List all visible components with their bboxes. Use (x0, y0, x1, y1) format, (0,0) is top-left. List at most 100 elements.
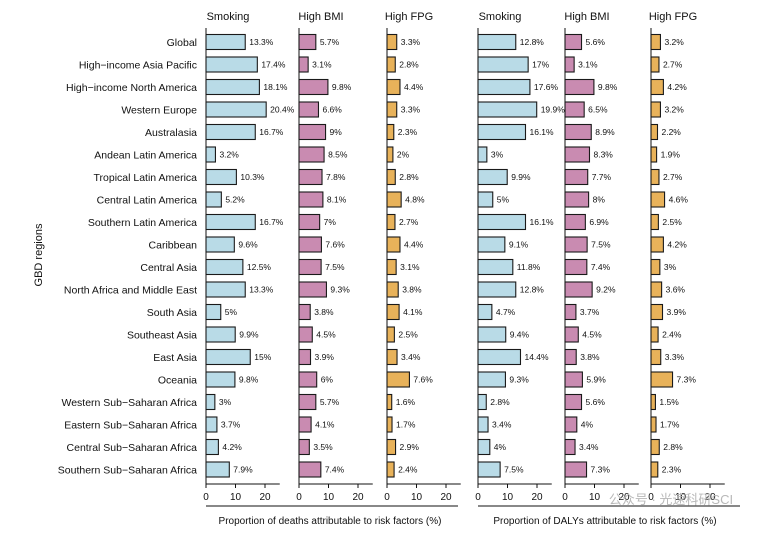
bar (386, 56, 396, 73)
bar (564, 56, 575, 73)
facet-header: Smoking (479, 11, 522, 23)
value-label: 4% (581, 420, 594, 430)
region-label: Southern Latin America (88, 217, 197, 229)
value-label: 3.5% (313, 442, 333, 452)
bar (298, 281, 327, 298)
bar (650, 303, 664, 321)
bar (386, 146, 394, 163)
bar (564, 281, 593, 298)
x-tick-label: 10 (502, 492, 514, 503)
bar (298, 213, 321, 231)
value-label: 9.9% (511, 172, 531, 182)
bar (298, 258, 322, 276)
bar (298, 33, 317, 51)
value-label: 3.3% (401, 37, 421, 47)
value-label: 4.5% (316, 330, 336, 340)
x-tick-label: 0 (384, 492, 390, 503)
bar (477, 371, 506, 388)
value-label: 5.2% (225, 195, 245, 205)
bar (477, 33, 517, 51)
bar (650, 146, 658, 163)
value-label: 9.8% (239, 375, 259, 385)
bar (477, 123, 527, 141)
value-label: 2.3% (662, 465, 682, 475)
bar (650, 416, 657, 433)
value-label: 3.1% (400, 262, 420, 272)
bar (205, 33, 246, 51)
bar (650, 348, 662, 366)
value-label: 8% (593, 195, 606, 205)
value-label: 15% (254, 352, 271, 362)
value-label: 4% (494, 442, 507, 452)
bar (205, 146, 216, 163)
bar (477, 393, 487, 411)
region-label: Andean Latin America (94, 150, 197, 162)
bar (386, 371, 410, 388)
value-label: 3.8% (402, 285, 422, 295)
bar (564, 393, 583, 411)
bar (205, 303, 222, 321)
value-label: 18.1% (263, 82, 288, 92)
value-label: 3% (219, 397, 232, 407)
bar (386, 461, 395, 478)
x-axis-title-deaths: Proportion of deaths attributable to ris… (219, 516, 442, 527)
bar (477, 326, 507, 343)
value-label: 1.9% (661, 150, 681, 160)
bar (205, 281, 246, 298)
bar (205, 461, 230, 478)
x-tick-label: 10 (230, 492, 242, 503)
value-label: 3.8% (580, 352, 600, 362)
value-label: 1.7% (660, 420, 680, 430)
x-tick-label: 10 (675, 492, 687, 503)
value-label: 1.7% (396, 420, 416, 430)
value-label: 7.5% (591, 240, 611, 250)
value-label: 9% (330, 127, 343, 137)
facet-high-bmi: High BMI 5.6% 3.1% 9.8% 6.5% 8.9% 8.3% 7.7% 8% 6.… (562, 11, 639, 503)
facet-header: Smoking (207, 11, 250, 23)
value-label: 3.3% (401, 105, 421, 115)
bar (650, 438, 660, 456)
bar (205, 123, 256, 141)
facet-header: High BMI (564, 11, 609, 23)
bar (386, 326, 395, 343)
value-label: 7.6% (413, 375, 433, 385)
value-label: 2.8% (490, 397, 510, 407)
value-label: 3.1% (312, 60, 332, 70)
value-label: 17.6% (534, 82, 559, 92)
bar (477, 416, 489, 433)
bar (564, 213, 586, 231)
value-label: 7.3% (591, 465, 611, 475)
value-label: 3.8% (314, 307, 334, 317)
value-label: 5.9% (586, 375, 606, 385)
value-label: 1.5% (659, 397, 679, 407)
x-tick-label: 20 (259, 492, 271, 503)
value-label: 7.6% (325, 240, 345, 250)
bar (386, 33, 398, 51)
region-label: Western Europe (121, 105, 197, 117)
region-label: South Asia (147, 307, 197, 319)
bar (298, 326, 313, 343)
bar (477, 438, 491, 456)
panel-layer: Smoking 13.3% 17.4% 18.1% 20.4% 16.7% 3.2% 10.3… (203, 11, 740, 507)
region-label: Tropical Latin America (94, 172, 198, 184)
bar (205, 438, 219, 456)
value-label: 2.2% (661, 127, 681, 137)
value-label: 12.8% (520, 285, 545, 295)
value-label: 2.7% (663, 172, 683, 182)
bar (650, 461, 659, 478)
x-tick-label: 20 (440, 492, 452, 503)
bar (298, 101, 320, 118)
bar (477, 348, 522, 366)
bar (205, 213, 256, 231)
value-label: 9.3% (330, 285, 350, 295)
bar (650, 101, 661, 118)
bar (205, 348, 251, 366)
region-label: Southern Sub−Saharan Africa (58, 465, 197, 477)
bar (564, 101, 585, 118)
x-tick-label: 0 (562, 492, 568, 503)
x-tick-label: 0 (648, 492, 654, 503)
x-tick-label: 10 (589, 492, 601, 503)
facet-header: High FPG (385, 11, 433, 23)
value-label: 3% (491, 150, 504, 160)
facet-header: High FPG (649, 11, 697, 23)
